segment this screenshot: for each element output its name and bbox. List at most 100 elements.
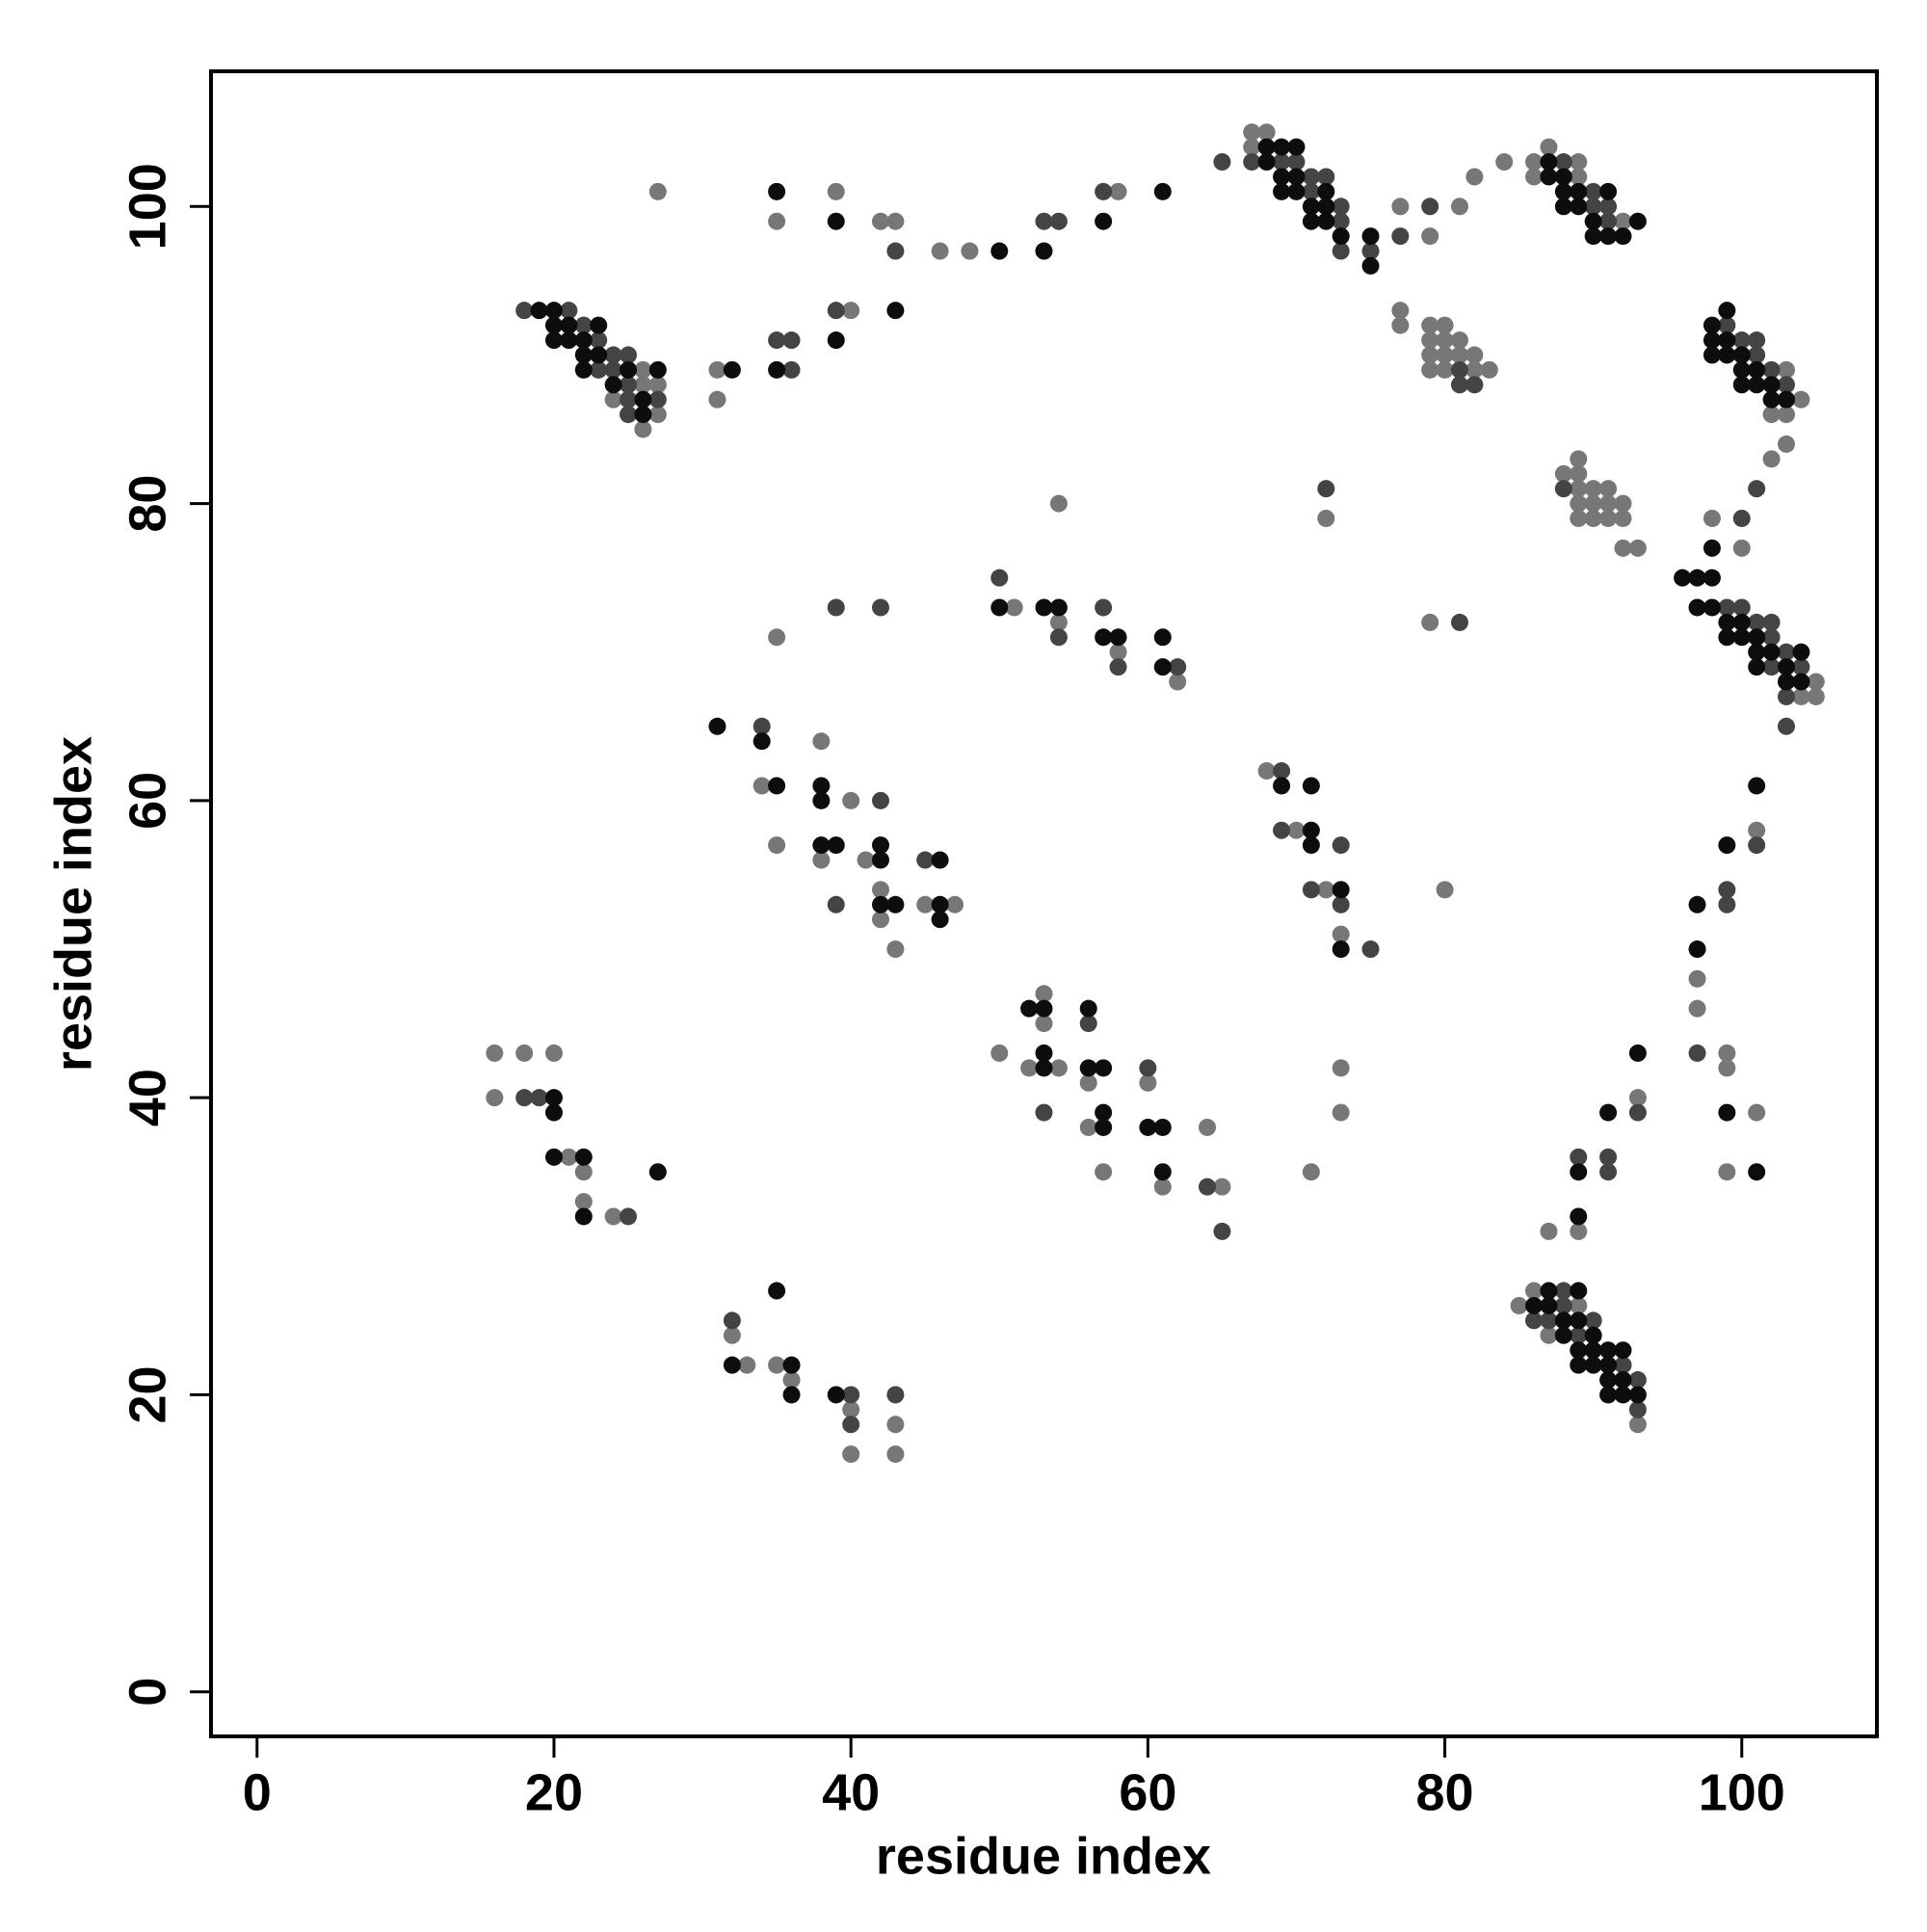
point [827,331,845,350]
point [1139,1118,1157,1136]
point [961,242,979,260]
point [1732,628,1751,647]
point [1257,762,1276,781]
point [1153,658,1172,676]
point [544,316,563,334]
point [1570,1341,1588,1360]
point [634,360,652,379]
point [1762,628,1781,647]
point [544,1089,563,1107]
point [768,212,786,230]
point [871,895,889,913]
point [1718,316,1736,334]
point [1273,182,1291,200]
point [1807,673,1825,691]
point [782,1371,801,1389]
point [1540,168,1558,186]
point [1628,1044,1647,1062]
point [1570,168,1588,186]
point [648,360,667,379]
point [544,302,563,320]
point [1599,182,1618,200]
x-tick-label: 100 [1699,1763,1785,1821]
point [1599,227,1618,246]
point [1748,331,1766,350]
point [1153,628,1172,647]
point [782,1356,801,1374]
point [1540,1326,1558,1344]
point [648,406,667,424]
point [1688,999,1706,1018]
point [1703,569,1721,587]
point [842,1386,860,1404]
point [812,732,831,751]
point [1020,1059,1039,1077]
point [1421,360,1439,379]
point [1035,999,1053,1018]
point [1450,376,1468,394]
point [1049,598,1068,617]
point [931,851,949,869]
point [827,836,845,855]
y-tick-label: 40 [119,1069,176,1126]
point [1614,1386,1632,1404]
point [634,376,652,394]
y-tick-label: 0 [119,1678,176,1707]
point [1332,227,1350,246]
point [1332,836,1350,855]
point [1480,360,1498,379]
point [560,316,578,334]
point [768,1356,786,1374]
point [1257,153,1276,172]
point [1317,168,1335,186]
point [648,1163,667,1181]
point [1391,316,1410,334]
point [1317,182,1335,200]
point [827,302,845,320]
point [1777,360,1795,379]
point [1703,509,1721,527]
point [604,346,622,364]
point [1465,376,1484,394]
point [1421,613,1439,631]
point [1584,1341,1602,1360]
point [946,895,964,913]
point [560,1148,578,1166]
point [768,628,786,647]
point [1792,687,1810,705]
point [1495,153,1514,172]
point [1095,1163,1113,1181]
point [1421,346,1439,364]
point [1777,435,1795,453]
point [1153,1178,1172,1196]
point [544,331,563,350]
point [886,1445,905,1464]
point [544,1103,563,1122]
point [1317,212,1335,230]
point [1777,390,1795,409]
point [574,346,593,364]
point [1199,1178,1217,1196]
point [1762,450,1781,468]
point [1169,673,1187,691]
point [1257,138,1276,156]
point [1510,1296,1528,1314]
point [1095,1118,1113,1136]
point [1243,123,1261,142]
point [1035,1015,1053,1033]
point [812,836,831,855]
point [1095,598,1113,617]
point [1688,1044,1706,1062]
point [782,331,801,350]
point [1628,1103,1647,1122]
point [1584,480,1602,498]
point [1570,182,1588,200]
point [1450,346,1468,364]
point [827,895,845,913]
point [886,940,905,959]
point [871,911,889,929]
point [620,376,638,394]
point [1628,1400,1647,1418]
point [1079,999,1097,1018]
point [708,717,726,735]
